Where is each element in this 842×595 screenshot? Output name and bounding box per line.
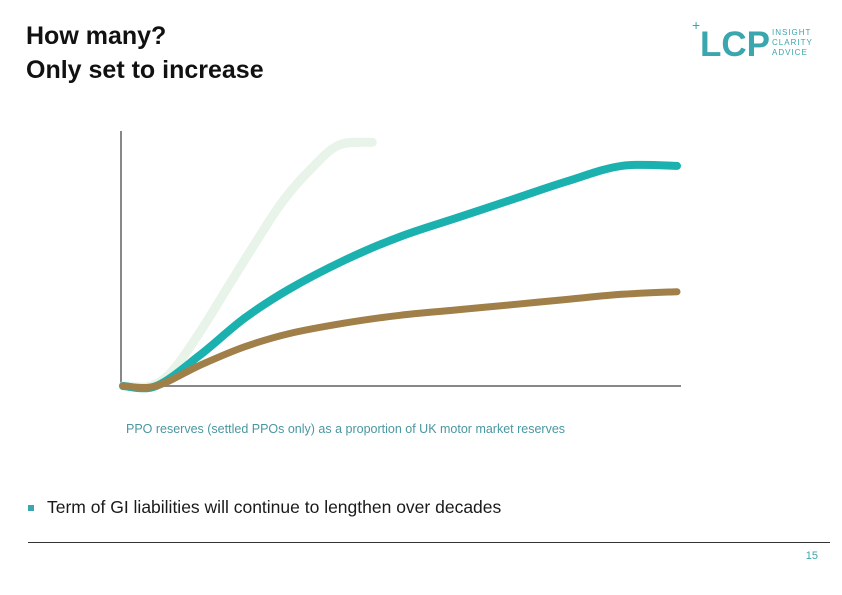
page-number: 15 (805, 550, 818, 562)
logo-letters: LCP (700, 25, 770, 64)
series-line-teal (119, 160, 681, 393)
logo-tagline-1: INSIGHT (772, 28, 811, 37)
title-line-2: Only set to increase (26, 56, 264, 84)
chart-caption: PPO reserves (settled PPOs only) as a pr… (126, 422, 566, 436)
bullet-square-icon (28, 504, 34, 511)
title-line-1: How many? (26, 22, 167, 50)
slide-title: How many? Only set to increase (26, 19, 264, 87)
bullet-text: Term of GI liabilities will continue to … (47, 497, 502, 517)
logo-tagline-3: ADVICE (772, 48, 808, 57)
lcp-logo: + LCP INSIGHT CLARITY ADVICE (692, 18, 813, 64)
series-line-brown (119, 288, 681, 392)
bullet-point: Term of GI liabilities will continue to … (28, 497, 501, 518)
footer-divider (28, 542, 830, 543)
ppo-chart (118, 131, 681, 393)
logo-tagline-2: CLARITY (772, 38, 813, 47)
logo-plus: + (692, 18, 700, 33)
